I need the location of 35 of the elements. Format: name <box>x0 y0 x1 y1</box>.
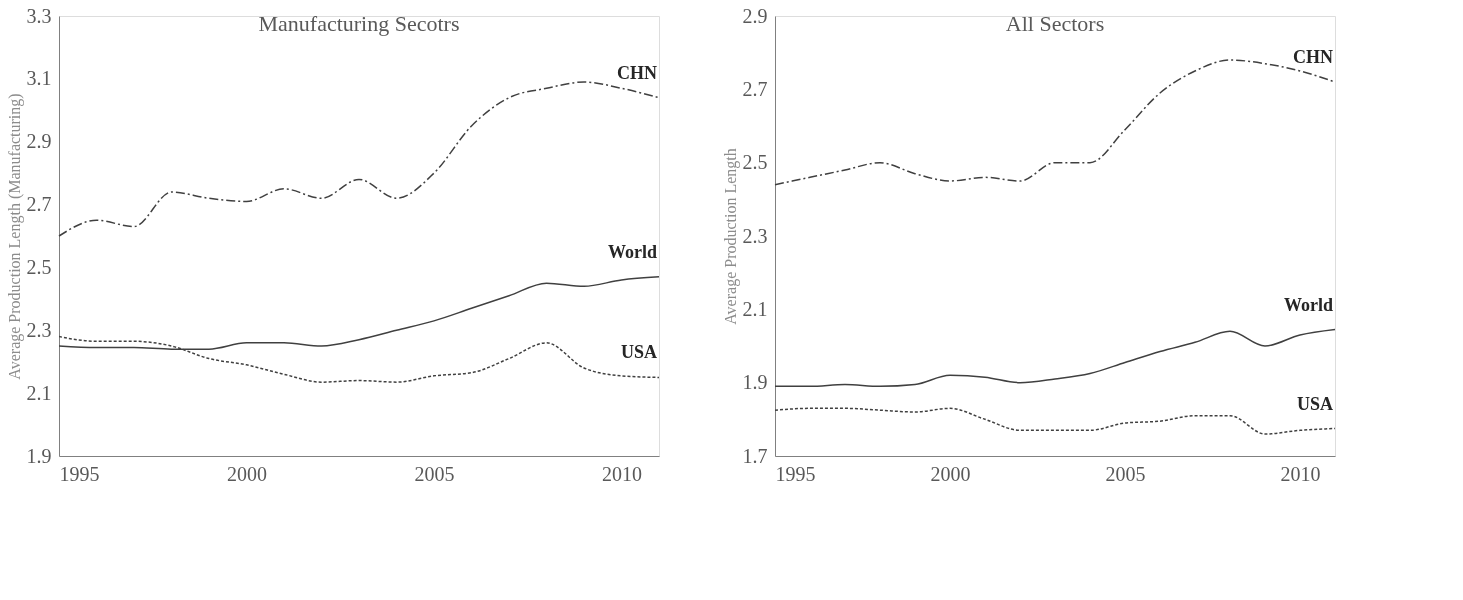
y-tick-label: 2.9 <box>26 130 52 153</box>
y-tick-label: 3.3 <box>26 4 52 27</box>
series-label: USA <box>620 342 657 363</box>
x-tick-label: 2010 <box>1280 462 1321 485</box>
series-label: World <box>607 241 657 262</box>
y-axis-title: Average Production Length <box>721 148 740 325</box>
y-axis-title: Average Production Length (Manufacturing) <box>5 93 24 380</box>
y-tick-label: 2.1 <box>742 297 768 320</box>
x-tick-label: 2000 <box>227 462 267 485</box>
y-tick-label: 2.1 <box>26 381 52 404</box>
x-tick-label: 2010 <box>602 462 642 485</box>
series-label: CHN <box>617 62 657 83</box>
y-tick-label: 1.9 <box>742 371 768 394</box>
x-tick-label: 2000 <box>930 462 971 485</box>
y-tick-label: 2.3 <box>742 224 768 247</box>
line-series <box>774 328 1336 388</box>
series-label: USA <box>1296 393 1333 414</box>
series-label: CHN <box>1293 47 1333 67</box>
chart-title: Manufacturing Secotrs <box>258 11 460 36</box>
series-label: World <box>1283 294 1333 315</box>
line-series <box>58 81 660 237</box>
x-tick-label: 2005 <box>414 462 455 485</box>
y-tick-label: 1.9 <box>26 444 52 467</box>
y-tick-label: 2.3 <box>26 318 52 341</box>
x-tick-label: 1995 <box>59 462 100 485</box>
y-tick-label: 2.7 <box>26 193 52 216</box>
y-tick-label: 2.7 <box>742 77 768 100</box>
y-tick-label: 3.1 <box>26 67 52 90</box>
y-tick-label: 2.5 <box>26 255 52 278</box>
chart-title: All Sectors <box>1005 11 1105 36</box>
y-tick-label: 2.5 <box>742 151 768 174</box>
y-tick-label: 1.7 <box>742 444 768 467</box>
x-tick-label: 2005 <box>1105 462 1146 485</box>
y-tick-label: 2.9 <box>742 4 768 27</box>
x-tick-label: 1995 <box>775 462 816 485</box>
